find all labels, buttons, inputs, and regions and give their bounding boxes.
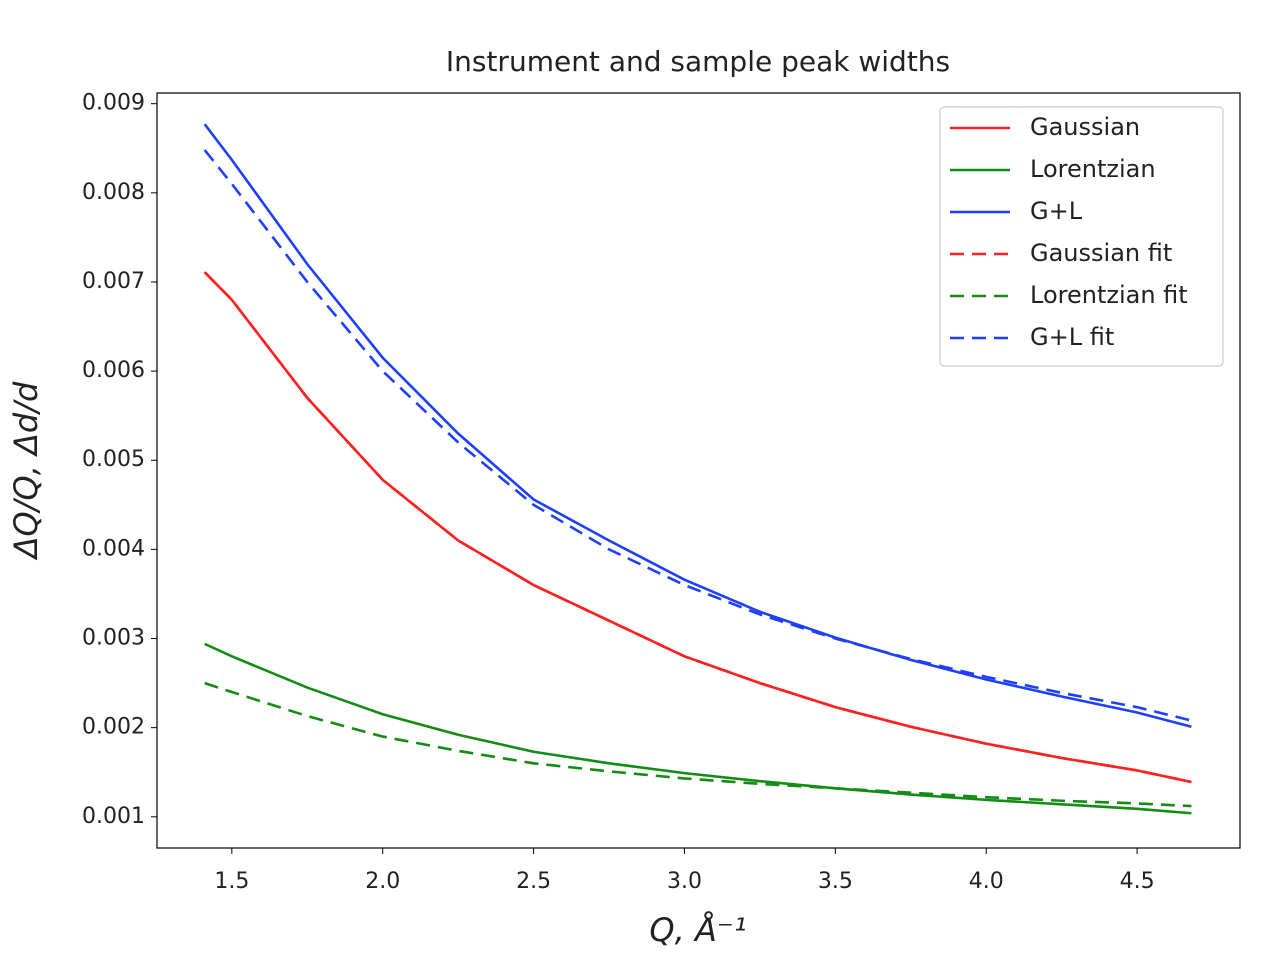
series-line [204,642,1192,815]
chart-title: Instrument and sample peak widths [446,45,950,78]
y-tick-label: 0.001 [82,804,145,829]
legend-label: Gaussian fit [1030,239,1172,267]
y-tick-label: 0.003 [82,626,145,651]
x-axis-label: Q, Å⁻¹ [649,911,746,949]
x-tick-label: 3.5 [818,869,853,894]
legend-label: Lorentzian [1030,155,1156,183]
y-tick-label: 0.005 [82,447,145,472]
series-line [203,149,1192,722]
legend-box [939,106,1224,367]
legend-label: G+L fit [1030,323,1114,351]
y-tick-label: 0.002 [82,715,145,740]
y-tick-label: 0.007 [82,269,145,294]
x-tick-label: 2.0 [365,869,400,894]
x-tick-label: 3.0 [667,869,702,894]
legend-label: Lorentzian fit [1030,281,1188,309]
x-tick-label: 4.5 [1120,869,1155,894]
legend-label: G+L [1030,197,1083,225]
x-tick-label: 4.0 [969,869,1004,894]
y-axis-label: ΔQ/Q, Δd/d [7,381,45,561]
series-line [203,123,1192,729]
x-tick-label: 2.5 [516,869,551,894]
y-tick-label: 0.008 [82,180,145,205]
series-line [204,681,1192,808]
x-tick-label: 1.5 [214,869,249,894]
y-tick-label: 0.004 [82,536,145,561]
legend-label: Gaussian [1030,113,1140,141]
plot-frame [156,92,1241,849]
y-tick-label: 0.006 [82,358,145,383]
series-line [203,271,1192,784]
y-tick-label: 0.009 [82,91,145,116]
